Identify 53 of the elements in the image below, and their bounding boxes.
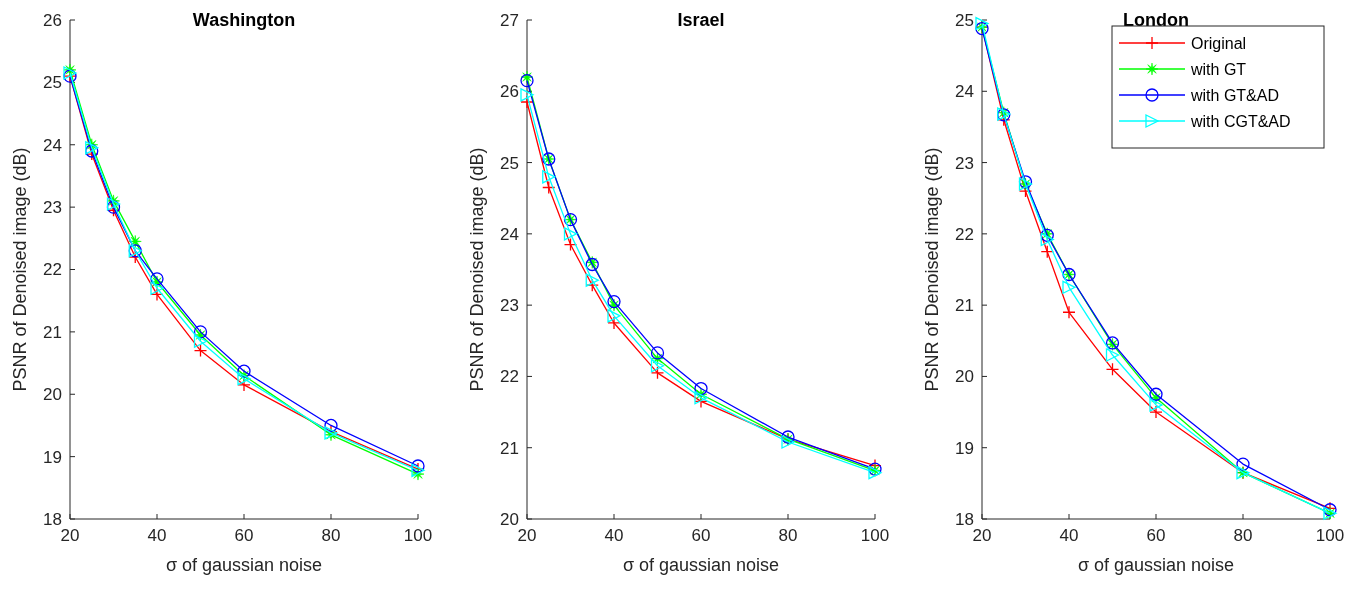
x-tick-label: 100: [860, 526, 890, 545]
x-tick-label: 40: [1059, 526, 1079, 545]
y-tick-label: 20: [955, 367, 974, 387]
x-tick-label: 80: [778, 526, 798, 545]
y-tick-label: 25: [500, 153, 519, 173]
chart-title: Israel: [677, 10, 725, 30]
x-tick-label: 60: [691, 526, 711, 545]
y-tick-label: 23: [500, 296, 519, 316]
y-tick-label: 18: [43, 509, 62, 529]
x-tick-label: 60: [234, 526, 254, 545]
y-tick-label: 21: [955, 296, 974, 316]
y-tick-label: 25: [43, 73, 62, 93]
legend-label: Original: [1191, 34, 1247, 52]
x-tick-label: 60: [1146, 526, 1166, 545]
y-tick-label: 25: [955, 10, 974, 30]
x-tick-label: 100: [1315, 526, 1345, 545]
y-axis-title: PSNR of Denoised image (dB): [10, 147, 30, 392]
y-tick-label: 18: [955, 509, 974, 529]
x-tick-label: 80: [1233, 526, 1253, 545]
x-tick-label: 100: [403, 526, 433, 545]
y-tick-label: 20: [43, 385, 62, 405]
legend-label: with CGT&AD: [1190, 112, 1291, 130]
y-tick-label: 21: [500, 438, 519, 458]
y-axis-title: PSNR of Denoised image (dB): [922, 147, 942, 392]
y-tick-label: 19: [43, 447, 62, 467]
y-tick-label: 23: [43, 198, 62, 218]
x-tick-label: 20: [517, 526, 537, 545]
y-tick-label: 24: [43, 135, 62, 155]
y-axis-title: PSNR of Denoised image (dB): [467, 147, 487, 392]
x-tick-label: 80: [321, 526, 341, 545]
legend-label: with GT: [1190, 60, 1247, 78]
x-tick-label: 40: [147, 526, 167, 545]
x-axis-title: σ of gaussian noise: [622, 555, 780, 575]
y-tick-label: 24: [955, 82, 974, 102]
x-axis-title: σ of gaussian noise: [165, 555, 323, 575]
y-tick-label: 21: [43, 322, 62, 342]
y-tick-label: 22: [955, 224, 974, 244]
x-tick-label: 40: [604, 526, 624, 545]
y-tick-label: 26: [500, 82, 519, 102]
y-tick-label: 22: [43, 260, 62, 280]
y-tick-label: 19: [955, 438, 974, 458]
y-tick-label: 26: [43, 10, 62, 30]
chart-title: Washington: [192, 10, 296, 30]
y-tick-label: 22: [500, 367, 519, 387]
y-tick-label: 24: [500, 224, 519, 244]
legend-label: with GT&AD: [1190, 86, 1280, 104]
y-tick-label: 27: [500, 10, 519, 30]
x-tick-label: 20: [60, 526, 80, 545]
y-tick-label: 23: [955, 153, 974, 173]
x-tick-label: 20: [972, 526, 992, 545]
chart-title: London: [1123, 10, 1189, 30]
x-axis-title: σ of gaussian noise: [1077, 555, 1235, 575]
y-tick-label: 20: [500, 509, 519, 529]
